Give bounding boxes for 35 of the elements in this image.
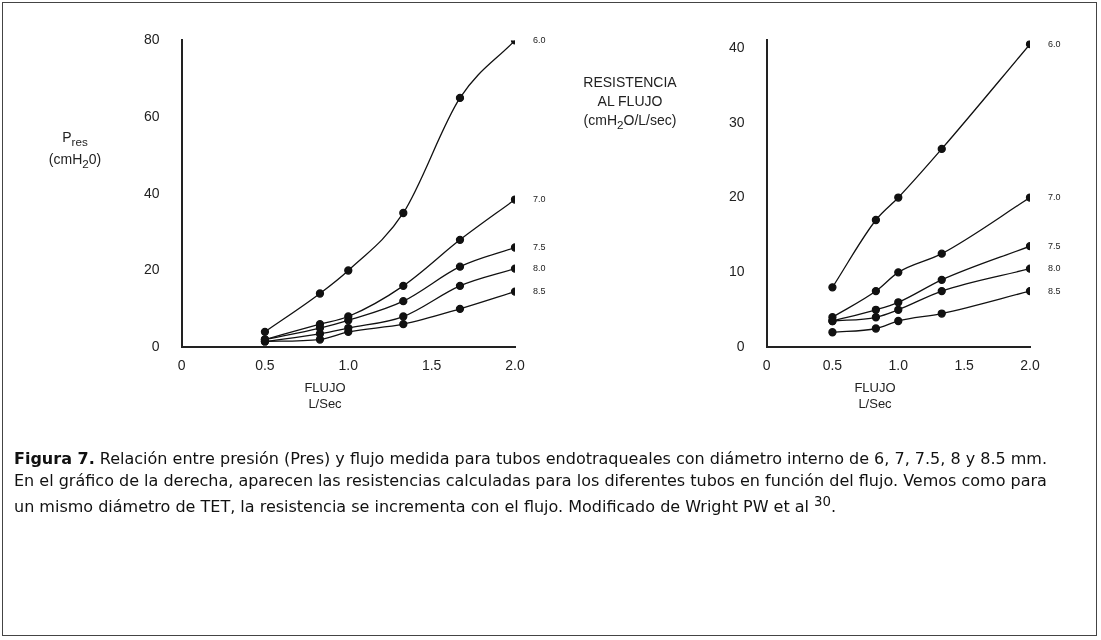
y-tick-label: 60 xyxy=(143,107,160,124)
x-tick-label: 1.0 xyxy=(888,357,909,374)
y-axis-title: P$_{res}$ (cmH$_{2}$0) xyxy=(47,128,103,172)
series-label: 8.5 xyxy=(533,286,546,297)
y-tick-label: 20 xyxy=(728,188,745,205)
series-label: 8.5 xyxy=(1048,285,1061,296)
text: Figura 7. Relación entre presión (Pres) y flujo medida para tubos endotraqueales con diámetro interno de 6, 7, 7.5, 8 y 8.5 mm. En el gráfico de la derecha, aparecen las resistencias calculadas para los diferentes tubos en función del flujo. Vemos como para un mismo diámetro de TET, la resistencia se incrementa con el flujo. Modificado de Wright PW et al $^{30}$. xyxy=(14,448,1049,519)
x-tick-label: 0.5 xyxy=(255,357,275,374)
x-tick-label: 2.0 xyxy=(505,357,525,374)
y-tick-label: 10 xyxy=(728,263,745,280)
y-tick-label: 0 xyxy=(736,338,745,355)
y-tick-label: 40 xyxy=(143,184,160,201)
x-tick-label: 1.5 xyxy=(421,357,442,374)
series-label: 7.0 xyxy=(1048,192,1061,203)
y-tick-label: 40 xyxy=(728,38,745,55)
series-label: 8.0 xyxy=(1048,263,1061,274)
series-label: 6.0 xyxy=(533,34,546,45)
x-tick-label: 1.5 xyxy=(954,357,975,374)
series-label: 7.5 xyxy=(1048,240,1061,251)
x-axis-title: FLUJO L/Sec xyxy=(303,380,347,412)
series-label: 7.5 xyxy=(533,241,546,252)
x-tick-label: 2.0 xyxy=(1020,357,1040,374)
x-tick-label: 0 xyxy=(177,357,186,374)
x-tick-label: 1.0 xyxy=(338,357,359,374)
series-label: 8.0 xyxy=(533,263,546,274)
y-tick-label: 0 xyxy=(151,338,160,355)
y-tick-label: 80 xyxy=(143,31,160,48)
x-axis-title: FLUJO L/Sec xyxy=(853,380,897,412)
y-tick-label: 20 xyxy=(143,261,160,278)
series-label: 6.0 xyxy=(1048,38,1061,49)
y-axis-title: RESISTENCIA AL FLUJO (cmH$_{2}$O/L/sec) xyxy=(582,73,678,133)
series-label: 7.0 xyxy=(533,194,546,205)
y-tick-label: 30 xyxy=(728,113,745,130)
x-tick-label: 0 xyxy=(762,357,771,374)
x-tick-label: 0.5 xyxy=(822,357,843,374)
